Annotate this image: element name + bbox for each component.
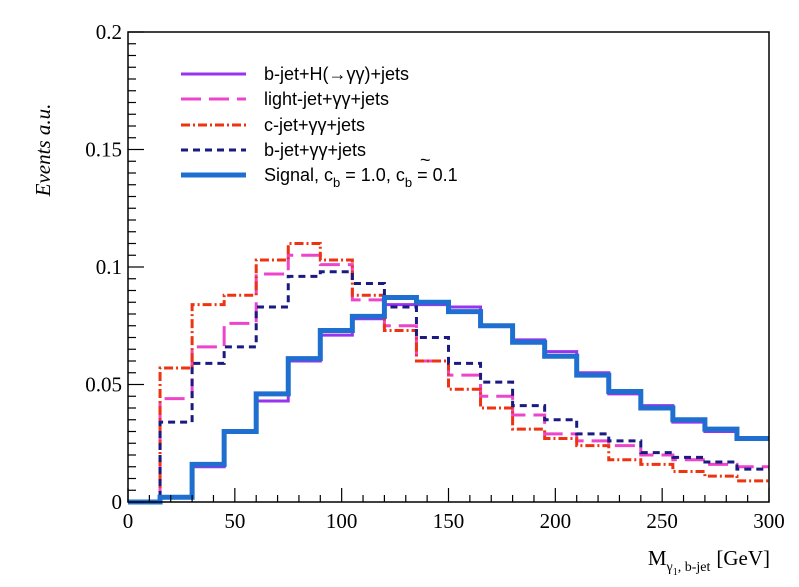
legend-label-2: c-jet+γγ+jets [264, 115, 365, 135]
legend-label-0: b-jet+H(→γγ)+jets [264, 64, 409, 84]
x-tick-label: 150 [433, 509, 465, 533]
y-axis-title: Events a.u. [31, 104, 55, 198]
legend-label-3: b-jet+γγ+jets [264, 140, 366, 160]
y-tick-label: 0 [112, 490, 123, 514]
x-tick-label: 50 [224, 509, 245, 533]
legend-label-4-main: Signal, c [264, 165, 333, 185]
legend-label-1: light-jet+γγ+jets [264, 89, 389, 109]
x-axis-title-main: M [648, 546, 667, 570]
legend-label-4-mid: = 1.0, c [340, 165, 405, 185]
x-axis-title-sub: γ [666, 560, 673, 575]
y-tick-label: 0.15 [85, 138, 122, 162]
series-layer [128, 242, 769, 505]
series-line-3 [128, 270, 769, 504]
x-tick-label: 250 [646, 509, 678, 533]
legend-label-4-tilde: ~ [420, 150, 431, 170]
x-axis-title-sub-tail: , b-jet [678, 560, 711, 575]
x-axis-title-subsub: 1 [673, 567, 678, 578]
legend-label-4: Signal, cb = 1.0, cb = 0.1 [264, 165, 458, 190]
legend-label-4-tail: = 0.1 [412, 165, 458, 185]
plot-frame [127, 31, 770, 503]
x-tick-label: 300 [753, 509, 785, 533]
series-line-2 [128, 242, 769, 504]
legend-label-4-sub2: b [405, 175, 412, 190]
y-tick-label: 0.2 [96, 20, 122, 44]
x-tick-label: 0 [123, 509, 134, 533]
x-tick-label: 100 [326, 509, 358, 533]
y-tick-label: 0.1 [96, 255, 122, 279]
x-axis-title: Mγ1, b-jet [GeV] [648, 546, 770, 578]
legend-label-4-sub: b [333, 175, 340, 190]
x-axis-title-unit: [GeV] [716, 546, 770, 570]
ticks-layer: 0 50 100 150 200 250 300 0 0.05 0.1 0.15 0.2 [85, 20, 785, 533]
legend: b-jet+H(→γγ)+jets light-jet+γγ+jets c-je… [181, 64, 458, 190]
series-line-4 [128, 295, 769, 505]
x-tick-label: 200 [540, 509, 572, 533]
y-tick-label: 0.05 [85, 373, 122, 397]
